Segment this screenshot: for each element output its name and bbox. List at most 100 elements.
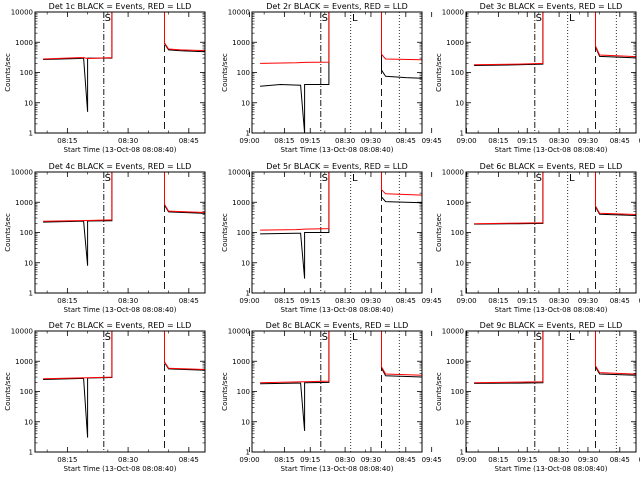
y-tick-label: 1	[246, 449, 250, 457]
lld-series-line	[260, 331, 422, 384]
flag-l: L	[352, 13, 358, 24]
y-tick-label: 100	[237, 388, 250, 396]
x-axis-label: Start Time (13-Oct-08 08:08:40)	[495, 306, 608, 314]
y-tick-label: 10000	[442, 9, 464, 17]
lld-series-line	[43, 172, 205, 222]
y-tick-label: 100	[451, 388, 464, 396]
x-tick-label: 08:30	[335, 137, 355, 145]
panel-title: Det 1c BLACK = Events, RED = LLD	[49, 2, 192, 11]
panel-title: Det 8c BLACK = Events, RED = LLD	[266, 321, 409, 330]
plot-frame	[251, 330, 423, 453]
panel-title: Det 5r BLACK = Events, RED = LLD	[266, 162, 408, 171]
y-tick-label: 1000	[232, 358, 250, 366]
chart-panel-2: Det 2r BLACK = Events, RED = LLD Counts/s…	[221, 2, 640, 154]
x-tick-label: 08:30	[118, 456, 138, 464]
y-tick-label: 100	[20, 69, 33, 77]
x-tick-label: 08:15	[57, 297, 77, 305]
x-tick-label: 09:30	[361, 297, 381, 305]
panel-title: Det 9c BLACK = Events, RED = LLD	[480, 321, 623, 330]
events-series-line	[43, 331, 205, 438]
x-tick-label: 08:45	[610, 456, 630, 464]
y-tick-label: 10000	[228, 169, 250, 177]
x-tick-label: 08:30	[549, 456, 569, 464]
x-tick-label: 08:15	[274, 297, 294, 305]
y-tick-label: 10000	[11, 169, 33, 177]
y-tick-label: 10	[24, 259, 33, 267]
y-tick-label: 10000	[11, 328, 33, 336]
flag-s: S	[536, 13, 542, 24]
x-tick-label: 08:15	[274, 456, 294, 464]
y-axis-label: Counts/sec	[435, 53, 443, 92]
flag-l: L	[569, 173, 575, 184]
x-axis-label: Start Time (13-Oct-08 08:08:40)	[281, 465, 394, 473]
plot-frame	[34, 330, 206, 453]
y-tick-label: 1000	[232, 199, 250, 207]
chart-panel-5: Det 5r BLACK = Events, RED = LLD Counts/s…	[221, 162, 640, 314]
x-tick-label: 08:45	[396, 297, 416, 305]
y-tick-label: 10000	[228, 328, 250, 336]
plot-frame	[465, 171, 637, 294]
y-tick-label: 1000	[232, 39, 250, 47]
y-tick-label: 100	[237, 229, 250, 237]
x-tick-label: 08:15	[274, 137, 294, 145]
flag-s: S	[536, 332, 542, 343]
y-tick-label: 10	[455, 99, 464, 107]
y-tick-label: 100	[20, 388, 33, 396]
events-series-line	[43, 172, 205, 266]
y-tick-label: 1000	[15, 358, 33, 366]
x-tick-label: 09:15	[300, 456, 320, 464]
flag-l: L	[569, 332, 575, 343]
panel-title: Det 3c BLACK = Events, RED = LLD	[480, 2, 623, 11]
y-tick-label: 1000	[15, 39, 33, 47]
x-tick-label: 09:15	[300, 297, 320, 305]
x-tick-label: 09:45	[422, 137, 442, 145]
x-tick-label: 09:00	[456, 137, 476, 145]
events-series-line	[474, 172, 636, 225]
y-tick-label: 1	[246, 130, 250, 138]
y-tick-label: 1	[460, 449, 464, 457]
x-tick-label: 09:45	[639, 456, 640, 464]
x-tick-label: 08:30	[118, 297, 138, 305]
lld-series-line	[43, 331, 205, 380]
y-tick-label: 1	[29, 449, 33, 457]
chart-panel-1: Det 1c BLACK = Events, RED = LLD Counts/s…	[4, 2, 442, 154]
y-axis-label: Counts/sec	[4, 213, 12, 252]
flag-s: S	[105, 332, 111, 343]
x-axis-label: Start Time (13-Oct-08 08:08:40)	[64, 146, 177, 154]
y-tick-label: 10	[24, 99, 33, 107]
lld-series-line	[474, 172, 636, 225]
y-tick-label: 100	[237, 69, 250, 77]
y-axis-label: Counts/sec	[221, 53, 229, 92]
x-tick-label: 08:30	[549, 137, 569, 145]
y-tick-label: 10000	[442, 328, 464, 336]
x-tick-label: 08:45	[396, 456, 416, 464]
x-tick-label: 08:30	[549, 297, 569, 305]
x-tick-label: 09:15	[517, 137, 537, 145]
y-axis-label: Counts/sec	[435, 213, 443, 252]
x-tick-label: 09:30	[578, 456, 598, 464]
x-tick-label: 08:15	[57, 456, 77, 464]
flag-l: L	[569, 13, 575, 24]
plot-frame	[465, 11, 637, 134]
x-tick-label: 08:30	[335, 456, 355, 464]
chart-panel-7: Det 7c BLACK = Events, RED = LLD Counts/s…	[4, 321, 442, 473]
x-tick-label: 09:30	[361, 137, 381, 145]
x-tick-label: 08:15	[57, 137, 77, 145]
x-tick-label: 09:30	[578, 137, 598, 145]
lld-series-line	[260, 12, 422, 64]
y-tick-label: 100	[20, 229, 33, 237]
y-axis-label: Counts/sec	[4, 372, 12, 411]
events-series-line	[43, 12, 205, 112]
plot-frame	[34, 11, 206, 134]
y-tick-label: 1000	[15, 199, 33, 207]
x-axis-label: Start Time (13-Oct-08 08:08:40)	[64, 465, 177, 473]
flag-s: S	[105, 173, 111, 184]
y-tick-label: 1000	[446, 39, 464, 47]
x-tick-label: 09:45	[639, 137, 640, 145]
x-tick-label: 09:45	[422, 456, 442, 464]
x-tick-label: 09:15	[517, 456, 537, 464]
panel-title: Det 2r BLACK = Events, RED = LLD	[266, 2, 408, 11]
y-axis-label: Counts/sec	[435, 372, 443, 411]
lld-series-line	[43, 12, 205, 60]
